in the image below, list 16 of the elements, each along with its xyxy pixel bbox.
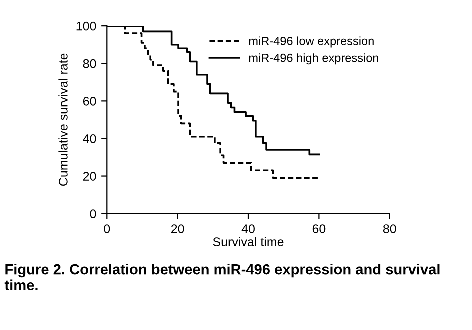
y-tick-label: 60 — [83, 96, 96, 106]
x-tick-label: 0 — [104, 224, 110, 234]
y-tick-label: 80 — [83, 59, 96, 68]
caption: Figure 2. Correlation between miR-496 expression and survival time. — [4, 264, 440, 290]
y-tick-label: 100 — [76, 22, 96, 31]
x-tick-label: 40 — [242, 224, 255, 234]
y-tick-label: 0 — [90, 210, 96, 218]
y-axis-title: Cumulative survival rate — [58, 54, 68, 186]
y-tick-label: 40 — [83, 134, 96, 144]
x-tick-label: 80 — [383, 224, 396, 234]
legend-label: miR-496 low expression — [249, 36, 374, 48]
x-axis-title: Survival time — [213, 237, 284, 246]
legend-label: miR-496 high expression — [249, 54, 378, 65]
x-tick-label: 20 — [172, 224, 184, 234]
x-tick-label: 60 — [312, 224, 326, 234]
y-tick-label: 20 — [83, 172, 96, 181]
